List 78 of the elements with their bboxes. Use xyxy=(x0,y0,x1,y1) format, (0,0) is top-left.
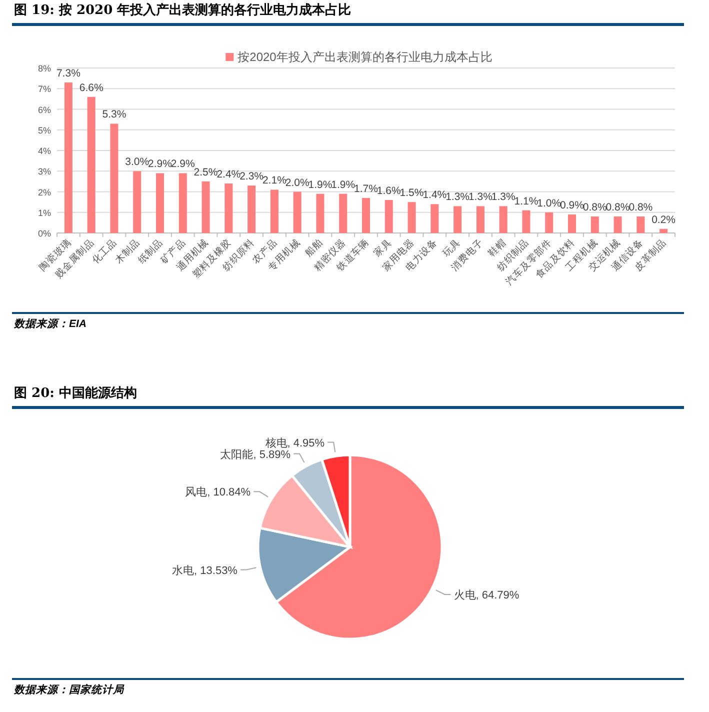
data-label: 1.9% xyxy=(308,178,332,191)
bar xyxy=(384,200,393,233)
bar xyxy=(339,194,348,233)
y-tick-label: 1% xyxy=(38,208,51,218)
bar xyxy=(293,192,302,233)
data-label: 0.8% xyxy=(628,202,653,214)
bar xyxy=(224,184,233,233)
data-label: 1.3% xyxy=(491,191,516,204)
data-label: 2.5% xyxy=(194,166,218,178)
bar xyxy=(545,212,554,233)
data-label: 1.6% xyxy=(376,185,401,197)
bar xyxy=(568,214,576,233)
bar xyxy=(202,181,210,233)
data-label: 1.7% xyxy=(354,182,378,195)
data-label: 2.4% xyxy=(216,168,241,180)
y-tick-label: 4% xyxy=(38,146,51,156)
bar xyxy=(476,206,484,233)
data-label: 3.0% xyxy=(125,156,150,168)
data-label: 7.3% xyxy=(56,67,80,80)
data-label: 1.4% xyxy=(422,189,447,202)
data-label: 1.1% xyxy=(514,195,538,208)
data-label: 2.0% xyxy=(285,176,310,189)
y-tick-label: 5% xyxy=(38,125,51,136)
y-tick-label: 8% xyxy=(38,64,51,74)
bar xyxy=(362,198,370,233)
bar xyxy=(248,186,256,233)
data-label: , 10.84% xyxy=(207,486,251,499)
slice-label: 核电 xyxy=(264,436,288,450)
y-tick-label: 7% xyxy=(38,84,51,94)
data-label: 2.9% xyxy=(148,158,172,170)
data-label: 2.9% xyxy=(170,158,195,170)
slice-label: 火电 xyxy=(454,588,476,602)
data-label: 6.6% xyxy=(79,82,104,94)
bar xyxy=(499,206,508,233)
bar xyxy=(110,124,118,233)
source-note: 数据来源：EIA xyxy=(13,318,87,330)
y-tick-label: 6% xyxy=(38,104,51,115)
source-note: 数据来源：国家统计局 xyxy=(13,683,125,696)
bar xyxy=(636,216,645,233)
bar xyxy=(316,194,324,233)
slice-label: 太阳能 xyxy=(220,448,254,461)
data-label: 2.1% xyxy=(262,174,286,187)
bar xyxy=(430,204,439,233)
data-label: , 5.89% xyxy=(253,448,291,461)
bar xyxy=(64,82,72,233)
y-tick-label: 3% xyxy=(38,166,51,177)
data-label: 5.3% xyxy=(102,108,126,121)
data-label: 0.8% xyxy=(606,202,630,214)
data-label: 1.9% xyxy=(331,178,356,191)
data-label: 0.2% xyxy=(652,214,676,226)
bar xyxy=(178,173,187,233)
y-tick-label: 2% xyxy=(38,187,51,198)
data-label: 1.0% xyxy=(537,197,562,210)
slice-label: 风电 xyxy=(185,486,208,499)
data-label: , 4.95% xyxy=(287,437,325,450)
bar xyxy=(270,190,278,233)
bar xyxy=(156,173,164,233)
legend: 按2020年投入产出表测算的各行业电力成本占比 xyxy=(226,50,492,64)
slice-label: 水电 xyxy=(172,564,194,577)
data-label: 2.3% xyxy=(240,170,264,183)
chart-title: 图 19: 按 2020 年投入产出表测算的各行业电力成本占比 xyxy=(14,2,352,18)
bar xyxy=(133,171,142,233)
bar xyxy=(660,228,668,233)
bar xyxy=(454,206,462,233)
data-label: 0.9% xyxy=(560,199,584,212)
bar xyxy=(590,216,599,233)
data-label: 0.8% xyxy=(582,202,607,214)
data-label: , 13.53% xyxy=(194,564,238,577)
bar xyxy=(408,202,416,233)
data-label: 1.5% xyxy=(400,187,424,200)
data-label: 1.3% xyxy=(468,191,492,204)
y-tick-label: 0% xyxy=(38,228,51,238)
data-label: 1.3% xyxy=(446,191,470,204)
bar xyxy=(614,216,622,233)
data-label: , 64.79% xyxy=(476,590,520,602)
bar xyxy=(87,96,96,233)
chart-title: 图 20: 中国能源结构 xyxy=(14,385,137,401)
bar xyxy=(522,210,530,233)
